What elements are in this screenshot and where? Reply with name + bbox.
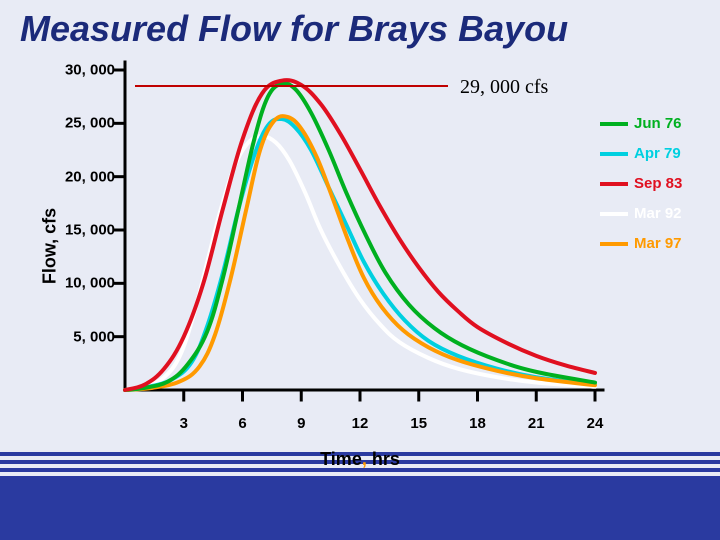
x-tick-label: 12	[352, 415, 369, 432]
x-tick-label: 3	[180, 415, 188, 432]
slide: Measured Flow for Brays Bayou Flow, cfs …	[0, 0, 720, 540]
chart-svg	[40, 70, 680, 440]
slide-title: Measured Flow for Brays Bayou	[20, 8, 568, 50]
legend-item: Mar 92	[600, 205, 682, 222]
flow-chart: Flow, cfs Time, hrs 5, 00010, 00015, 000…	[40, 70, 680, 440]
x-tick-label: 18	[469, 415, 486, 432]
series-jun-76	[125, 83, 595, 390]
legend-item: Mar 97	[600, 235, 682, 252]
x-axis-label-word: Time	[320, 449, 362, 469]
y-axis-label: Flow, cfs	[40, 208, 61, 284]
legend-item: Sep 83	[600, 175, 682, 192]
legend-swatch	[600, 212, 628, 216]
x-tick-label: 15	[410, 415, 427, 432]
annotation-text: 29, 000 cfs	[460, 76, 548, 99]
y-tick-label: 20, 000	[65, 168, 115, 185]
y-tick-label: 15, 000	[65, 222, 115, 239]
legend-swatch	[600, 152, 628, 156]
legend-swatch	[600, 122, 628, 126]
legend-label: Sep 83	[634, 175, 682, 192]
legend-swatch	[600, 242, 628, 246]
series-sep-83	[125, 80, 595, 390]
x-axis-label: Time, hrs	[320, 449, 400, 470]
x-tick-label: 6	[238, 415, 246, 432]
x-tick-label: 24	[587, 415, 604, 432]
legend-item: Apr 79	[600, 145, 681, 162]
background-bottom	[0, 480, 720, 540]
legend-item: Jun 76	[600, 115, 682, 132]
legend-label: Mar 92	[634, 205, 682, 222]
y-tick-label: 5, 000	[73, 328, 115, 345]
legend-label: Mar 97	[634, 235, 682, 252]
annotation-line	[135, 85, 448, 87]
x-axis-label-word: hrs	[367, 449, 400, 469]
y-tick-label: 30, 000	[65, 62, 115, 79]
x-tick-label: 21	[528, 415, 545, 432]
x-tick-label: 9	[297, 415, 305, 432]
y-tick-label: 10, 000	[65, 275, 115, 292]
legend-label: Apr 79	[634, 145, 681, 162]
legend-swatch	[600, 182, 628, 186]
y-tick-label: 25, 000	[65, 115, 115, 132]
legend-label: Jun 76	[634, 115, 682, 132]
